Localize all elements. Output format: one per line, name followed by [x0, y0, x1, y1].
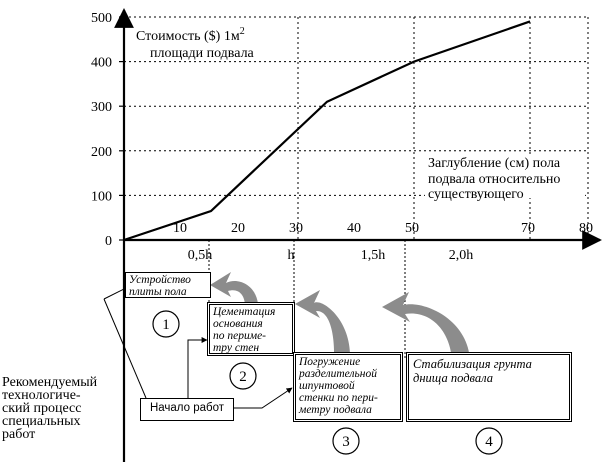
stage-3-box: Погружение разделительной шпунтовой стен… [293, 352, 403, 422]
svg-text:существующего: существующего [428, 187, 524, 202]
stage-3-line-1: Погружение [299, 356, 361, 368]
stage-2-number: 2 [239, 369, 247, 385]
stage-3-line-2: разделительной [299, 368, 377, 380]
y-tick-label-300: 300 [91, 100, 112, 115]
chart-title-superscript: 2 [240, 26, 245, 37]
stage-2-line-1: Цементация [213, 306, 276, 318]
y-tick-label-500: 500 [91, 11, 112, 26]
stage-4-box: Стабилизация грунта днища подвала [406, 352, 572, 422]
stage-3-number: 3 [342, 434, 350, 450]
stage-1-box: Устройство плиты пола [125, 272, 211, 298]
x-tick-label-20: 20 [231, 221, 245, 236]
y-tick-label-400: 400 [91, 56, 112, 71]
y-tick-label-0: 0 [105, 234, 112, 249]
y-tick-label-100: 100 [91, 189, 112, 204]
left-caption-line-3: ский процесс [2, 401, 82, 416]
x-tick-labels: 10 20 30 40 50 70 80 [173, 221, 593, 236]
curved-arrow-1 [210, 272, 258, 304]
stage-2-circle [229, 362, 257, 390]
stage-2-line-2: основания [213, 318, 263, 330]
h-label-4: 2,0h [449, 248, 474, 263]
stage-2-line-3: по периме- [213, 330, 267, 342]
y-tick-marks [119, 16, 124, 241]
stage-2-line-4: тру стен [213, 342, 260, 354]
left-caption-line-1: Рекомендуемый [2, 375, 98, 390]
chart-title-line2: площади подвала [150, 46, 255, 61]
svg-text:Заглубление (см) пола: Заглубление (см) пола [428, 156, 561, 171]
x-tick-label-50: 50 [405, 221, 419, 236]
left-caption-line-5: работ [2, 427, 36, 442]
stage-1-line-2: плиты пола [129, 286, 187, 298]
x-tick-label-40: 40 [347, 221, 361, 236]
stage-3-line-3: шпунтовой [299, 380, 355, 392]
x-tick-label-80: 80 [579, 221, 593, 236]
y-tick-label-200: 200 [91, 145, 112, 160]
h-label-3: 1,5h [361, 248, 386, 263]
stage-1-number: 1 [162, 317, 170, 333]
process-flow-arrows [210, 272, 470, 360]
x-tick-label-70: 70 [521, 221, 535, 236]
stage-4-circle [475, 427, 503, 455]
stage-3-line-4: стенки по пери- [299, 392, 378, 404]
left-caption-line-4: специальных [2, 414, 81, 429]
stage-4-line-2: днища подвала [413, 371, 493, 385]
x-axis-label: Заглубление (см) пола подвала относитель… [425, 154, 585, 202]
h-labels: 0,5h h 1,5h 2,0h [188, 248, 474, 263]
stage-1-circle [152, 310, 180, 338]
left-caption: Рекомендуемый технологиче- ский процесс … [2, 375, 120, 442]
stage-4-number: 4 [485, 434, 493, 450]
left-caption-line-2: технологиче- [2, 388, 81, 403]
curved-arrow-3 [382, 292, 470, 360]
stage-1-line-1: Устройство [129, 274, 191, 286]
svg-text:подвала относительно: подвала относительно [428, 172, 560, 187]
x-tick-label-10: 10 [173, 221, 187, 236]
chart-series [123, 20, 531, 242]
h-label-1: 0,5h [188, 248, 213, 263]
stage-3-line-5: метру подвала [299, 404, 372, 416]
stage-numbers: 1 2 3 4 [152, 310, 503, 455]
chart-title-line1: Стоимость ($) 1м2 [136, 26, 245, 44]
stage-2-box: Цементация основания по периме- тру стен [207, 302, 295, 356]
stage-4-line-1: Стабилизация грунта [413, 357, 532, 371]
curved-arrow-2 [295, 290, 351, 360]
start-label-box: Начало работ [140, 398, 234, 421]
h-label-2: h [288, 248, 295, 263]
y-tick-labels: 0 100 200 300 400 500 [91, 11, 112, 249]
start-label: Начало работ [149, 402, 225, 414]
stage-3-circle [332, 427, 360, 455]
x-tick-label-30: 30 [289, 221, 303, 236]
